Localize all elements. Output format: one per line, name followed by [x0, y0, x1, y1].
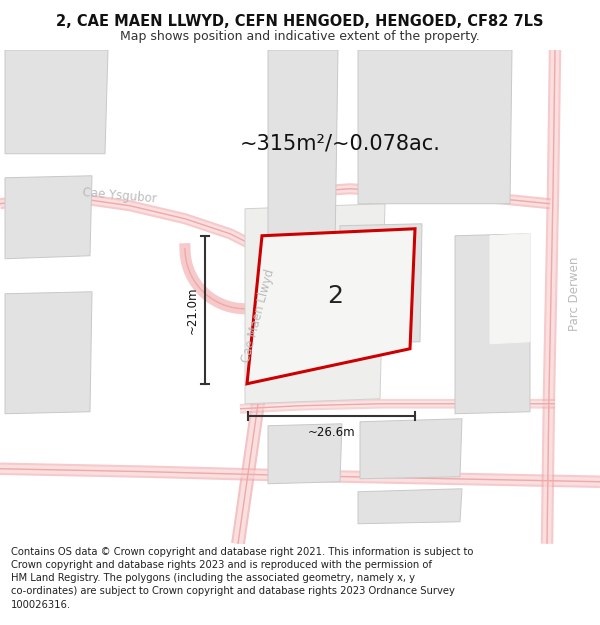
Text: ~315m²/~0.078ac.: ~315m²/~0.078ac. [239, 134, 440, 154]
Polygon shape [5, 50, 108, 154]
Polygon shape [245, 204, 385, 404]
Polygon shape [358, 489, 462, 524]
Polygon shape [455, 234, 530, 414]
Polygon shape [360, 419, 462, 479]
Polygon shape [247, 229, 415, 384]
Text: Contains OS data © Crown copyright and database right 2021. This information is : Contains OS data © Crown copyright and d… [11, 547, 473, 609]
Text: Map shows position and indicative extent of the property.: Map shows position and indicative extent… [120, 30, 480, 43]
Polygon shape [358, 50, 512, 204]
Polygon shape [5, 292, 92, 414]
Polygon shape [268, 424, 342, 484]
Polygon shape [5, 176, 92, 259]
Polygon shape [268, 50, 338, 254]
Text: 2, CAE MAEN LLWYD, CEFN HENGOED, HENGOED, CF82 7LS: 2, CAE MAEN LLWYD, CEFN HENGOED, HENGOED… [56, 14, 544, 29]
Text: ~21.0m: ~21.0m [186, 286, 199, 334]
Text: 2: 2 [327, 284, 343, 308]
Polygon shape [340, 224, 422, 344]
Text: Cae Maen Llwyd: Cae Maen Llwyd [239, 268, 277, 364]
Text: Parc Derwen: Parc Derwen [569, 256, 581, 331]
Polygon shape [490, 234, 530, 344]
Text: Cae Ysgubor: Cae Ysgubor [82, 186, 158, 206]
Text: ~26.6m: ~26.6m [308, 426, 355, 439]
